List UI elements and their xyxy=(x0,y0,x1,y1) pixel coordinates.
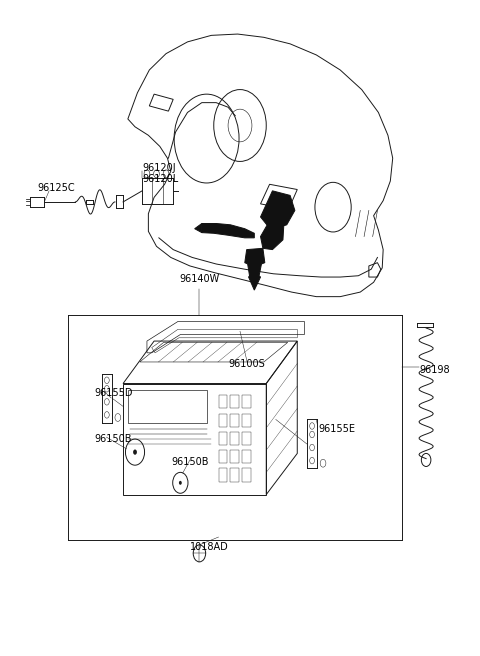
Bar xyxy=(218,468,227,482)
Bar xyxy=(230,413,239,426)
Polygon shape xyxy=(261,191,295,230)
Bar xyxy=(242,450,251,463)
Bar xyxy=(218,450,227,463)
Bar xyxy=(230,432,239,445)
Circle shape xyxy=(179,481,182,485)
Text: 1018AD: 1018AD xyxy=(190,542,228,552)
Text: 96140W: 96140W xyxy=(180,274,219,284)
Text: 96155D: 96155D xyxy=(95,388,133,398)
Bar xyxy=(242,468,251,482)
Text: 96120L: 96120L xyxy=(142,174,179,184)
Bar xyxy=(218,432,227,445)
Text: 96125C: 96125C xyxy=(37,182,75,193)
Bar xyxy=(230,450,239,463)
Bar xyxy=(242,432,251,445)
Text: 96120J: 96120J xyxy=(142,163,176,173)
Bar xyxy=(242,413,251,426)
Bar xyxy=(218,413,227,426)
Text: 96100S: 96100S xyxy=(229,359,265,369)
Polygon shape xyxy=(202,224,254,238)
Polygon shape xyxy=(245,249,265,290)
Circle shape xyxy=(133,449,137,455)
Bar xyxy=(242,396,251,408)
Text: 96155E: 96155E xyxy=(319,424,356,434)
Text: 96198: 96198 xyxy=(419,365,450,375)
Bar xyxy=(230,468,239,482)
Text: 96150B: 96150B xyxy=(171,457,209,467)
Polygon shape xyxy=(195,224,202,233)
Text: 96150B: 96150B xyxy=(95,434,132,444)
Bar xyxy=(218,396,227,408)
Bar xyxy=(230,396,239,408)
Polygon shape xyxy=(261,218,284,250)
